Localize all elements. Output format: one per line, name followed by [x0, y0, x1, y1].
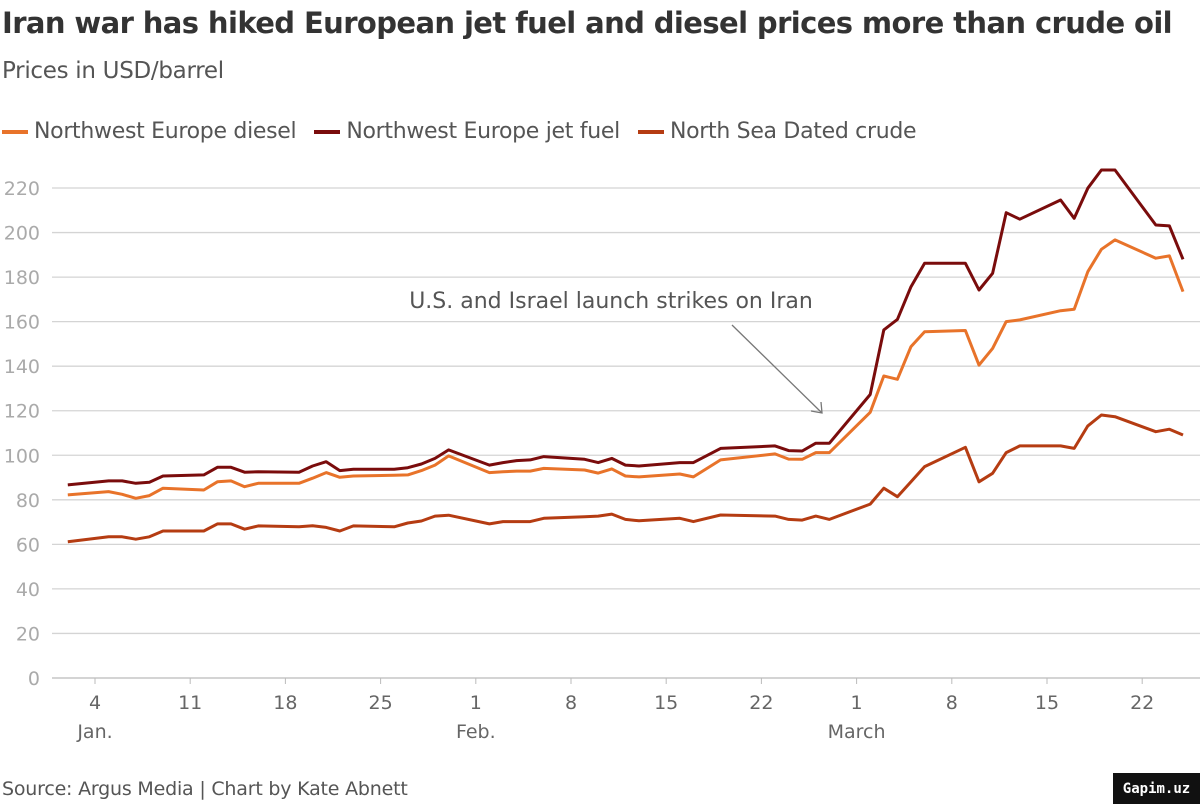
series-line-north-sea-dated-crude — [67, 413, 1184, 544]
x-tick-label: 11 — [178, 692, 202, 714]
watermark: Gapim.uz — [1113, 773, 1200, 804]
y-tick-label: 160 — [4, 312, 40, 334]
y-tick-label: 120 — [4, 401, 40, 423]
x-tick-label: 1 — [851, 692, 863, 714]
y-tick-label: 20 — [16, 623, 40, 645]
series-line-northwest-europe-jet-fuel — [67, 168, 1185, 487]
y-tick-label: 60 — [16, 534, 40, 556]
legend-label-diesel: Northwest Europe diesel — [34, 119, 297, 144]
x-month-label: Jan. — [76, 721, 112, 743]
chart-subtitle: Prices in USD/barrel — [2, 58, 224, 84]
x-tick-label: 25 — [369, 692, 393, 714]
annotation-text: U.S. and Israel launch strikes on Iran — [409, 289, 813, 314]
legend-swatch-jet-fuel — [314, 129, 341, 134]
x-tick-label: 8 — [565, 692, 577, 714]
x-tick-label: 22 — [749, 692, 773, 714]
x-tick-label: 1 — [470, 692, 482, 714]
y-tick-label: 140 — [4, 356, 40, 378]
legend-item-diesel: Northwest Europe diesel — [2, 119, 297, 144]
series-points — [67, 169, 1184, 485]
y-tick-label: 0 — [28, 668, 40, 690]
legend-label-crude: North Sea Dated crude — [669, 119, 917, 144]
annotation-arrow — [731, 324, 823, 414]
series-points — [67, 414, 1184, 542]
y-tick-label: 220 — [4, 178, 40, 200]
series-line-northwest-europe-diesel — [67, 238, 1185, 500]
legend-item-jet-fuel: Northwest Europe jet fuel — [314, 119, 620, 144]
series-points — [67, 239, 1184, 499]
legend-swatch-diesel — [2, 129, 28, 134]
x-tick-label: 18 — [273, 692, 297, 714]
y-tick-label: 100 — [4, 445, 40, 467]
x-tick-label: 22 — [1130, 692, 1154, 714]
x-tick-label: 15 — [654, 692, 678, 714]
y-tick-label: 40 — [16, 579, 40, 601]
x-tick-label: 8 — [946, 692, 958, 714]
x-month-label: March — [828, 721, 886, 743]
x-tick-label: 15 — [1035, 692, 1059, 714]
legend-item-crude: North Sea Dated crude — [637, 119, 917, 144]
chart-title: Iran war has hiked European jet fuel and… — [2, 6, 1173, 40]
x-month-label: Feb. — [456, 721, 496, 743]
source-note: Source: Argus Media | Chart by Kate Abne… — [2, 778, 408, 800]
y-tick-label: 180 — [4, 267, 40, 289]
annotation-arrowhead-icon — [810, 401, 823, 414]
y-tick-label: 80 — [16, 490, 40, 512]
legend-label-jet-fuel: Northwest Europe jet fuel — [346, 119, 620, 144]
y-tick-label: 200 — [4, 223, 40, 245]
legend: Northwest Europe diesel Northwest Europe… — [2, 119, 917, 144]
x-tick-label: 4 — [89, 692, 101, 714]
legend-swatch-crude — [637, 129, 664, 134]
